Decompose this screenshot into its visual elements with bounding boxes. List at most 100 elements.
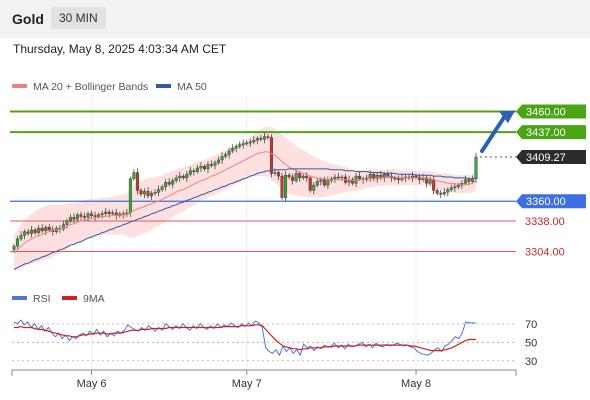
legend-label: MA 20 + Bollinger Bands (33, 81, 148, 93)
candle-body (231, 148, 235, 152)
candle-body (164, 182, 168, 188)
candle-body (19, 235, 23, 240)
candle-body (111, 212, 115, 215)
candle-body (333, 176, 337, 179)
rsi-legend-swatch (62, 296, 77, 300)
legend: MA 20 + Bollinger Bands MA 50 (12, 81, 207, 93)
candle-body (298, 173, 302, 179)
candle-body (234, 146, 238, 149)
timeframe-badge[interactable]: 30 MIN (51, 7, 106, 29)
candle-body (47, 227, 51, 231)
candle-body (277, 172, 281, 177)
rsi-tick-label: 30 (525, 356, 537, 368)
candle-body (432, 179, 436, 191)
current-price-label: 3409.27 (526, 152, 566, 164)
candle-body (160, 186, 164, 190)
candle-body (30, 229, 34, 234)
candle-body (294, 173, 298, 181)
candle-body (79, 214, 83, 217)
ma20-line (13, 151, 477, 254)
candle-body (326, 180, 330, 186)
candle-body (241, 143, 245, 145)
candle-body (456, 184, 460, 188)
candle-body (386, 174, 390, 177)
x-tick-label: May 7 (232, 378, 262, 390)
candle-body (132, 172, 136, 179)
candle-body (44, 227, 48, 232)
current-price-box (516, 149, 586, 164)
candle-body (86, 213, 90, 218)
candle-body (100, 213, 104, 215)
candle-body (65, 220, 69, 225)
bollinger-bands (14, 126, 476, 272)
rsi-legend-label: RSI (33, 293, 51, 305)
candle-body (217, 159, 221, 163)
candle-body (135, 172, 139, 191)
candle-body (259, 138, 263, 140)
legend-swatch (12, 84, 27, 88)
rsi-legend-label: 9MA (83, 293, 105, 305)
candle-body (467, 179, 471, 182)
rsi-legend-swatch (12, 296, 27, 300)
candle-body (23, 231, 27, 236)
candle-body (368, 174, 372, 179)
x-tick-label: May 8 (401, 378, 431, 390)
candle-body (308, 177, 312, 191)
candle-body (340, 176, 344, 179)
rsi-tick-label: 50 (525, 337, 537, 349)
candle-body (287, 174, 291, 178)
candle-body (291, 176, 295, 181)
candle-body (319, 179, 323, 182)
candle-body (354, 175, 358, 184)
x-tick-label: May 6 (77, 378, 107, 390)
candle-body (266, 136, 270, 138)
level-label-box (516, 194, 586, 209)
level-label-resistance: 3460.00 (526, 106, 566, 118)
candle-body (453, 186, 457, 189)
candle-body (262, 136, 266, 140)
candle-body (358, 175, 362, 179)
candle-body (199, 166, 203, 169)
header-bar: Gold 30 MIN (0, 0, 590, 38)
candle-body (255, 138, 259, 141)
candle-body (428, 179, 432, 184)
candle-body (393, 177, 397, 180)
candle-body (104, 211, 108, 214)
candle-body (188, 170, 192, 175)
legend-label: MA 50 (177, 81, 207, 93)
x-axis: May 6 May 7 May 8 (11, 369, 517, 390)
candle-body (305, 175, 309, 179)
legend-swatch (156, 84, 171, 88)
candle-body (315, 181, 319, 186)
candle-body (312, 184, 316, 191)
candle-body (351, 179, 355, 184)
candle-body (61, 224, 65, 230)
candle-body (153, 192, 157, 194)
instrument-title: Gold (12, 11, 44, 27)
candle-body (435, 190, 439, 194)
candle-body (336, 176, 340, 179)
candle-body (439, 192, 443, 195)
candle-body (269, 137, 273, 174)
rsi-line (13, 319, 476, 357)
candle-body (178, 175, 182, 179)
candle-body (97, 214, 101, 217)
candle-body (26, 231, 30, 234)
level-label-resistance: 3437.00 (526, 127, 566, 139)
projection-arrow (480, 113, 507, 153)
candle-body (224, 154, 228, 157)
candle-body (12, 245, 16, 250)
candle-body (284, 174, 288, 198)
candle-body (139, 190, 143, 195)
level-label-support: 3304.00 (525, 246, 565, 258)
candle-body (301, 175, 305, 179)
bollinger-band-area (14, 126, 476, 272)
candle-body (375, 174, 379, 179)
candle-body (16, 238, 20, 247)
candle-body (463, 179, 467, 184)
candle-body (150, 192, 154, 197)
rsi-ma9-line (14, 324, 476, 352)
rsi-tick-label: 70 (525, 319, 537, 331)
